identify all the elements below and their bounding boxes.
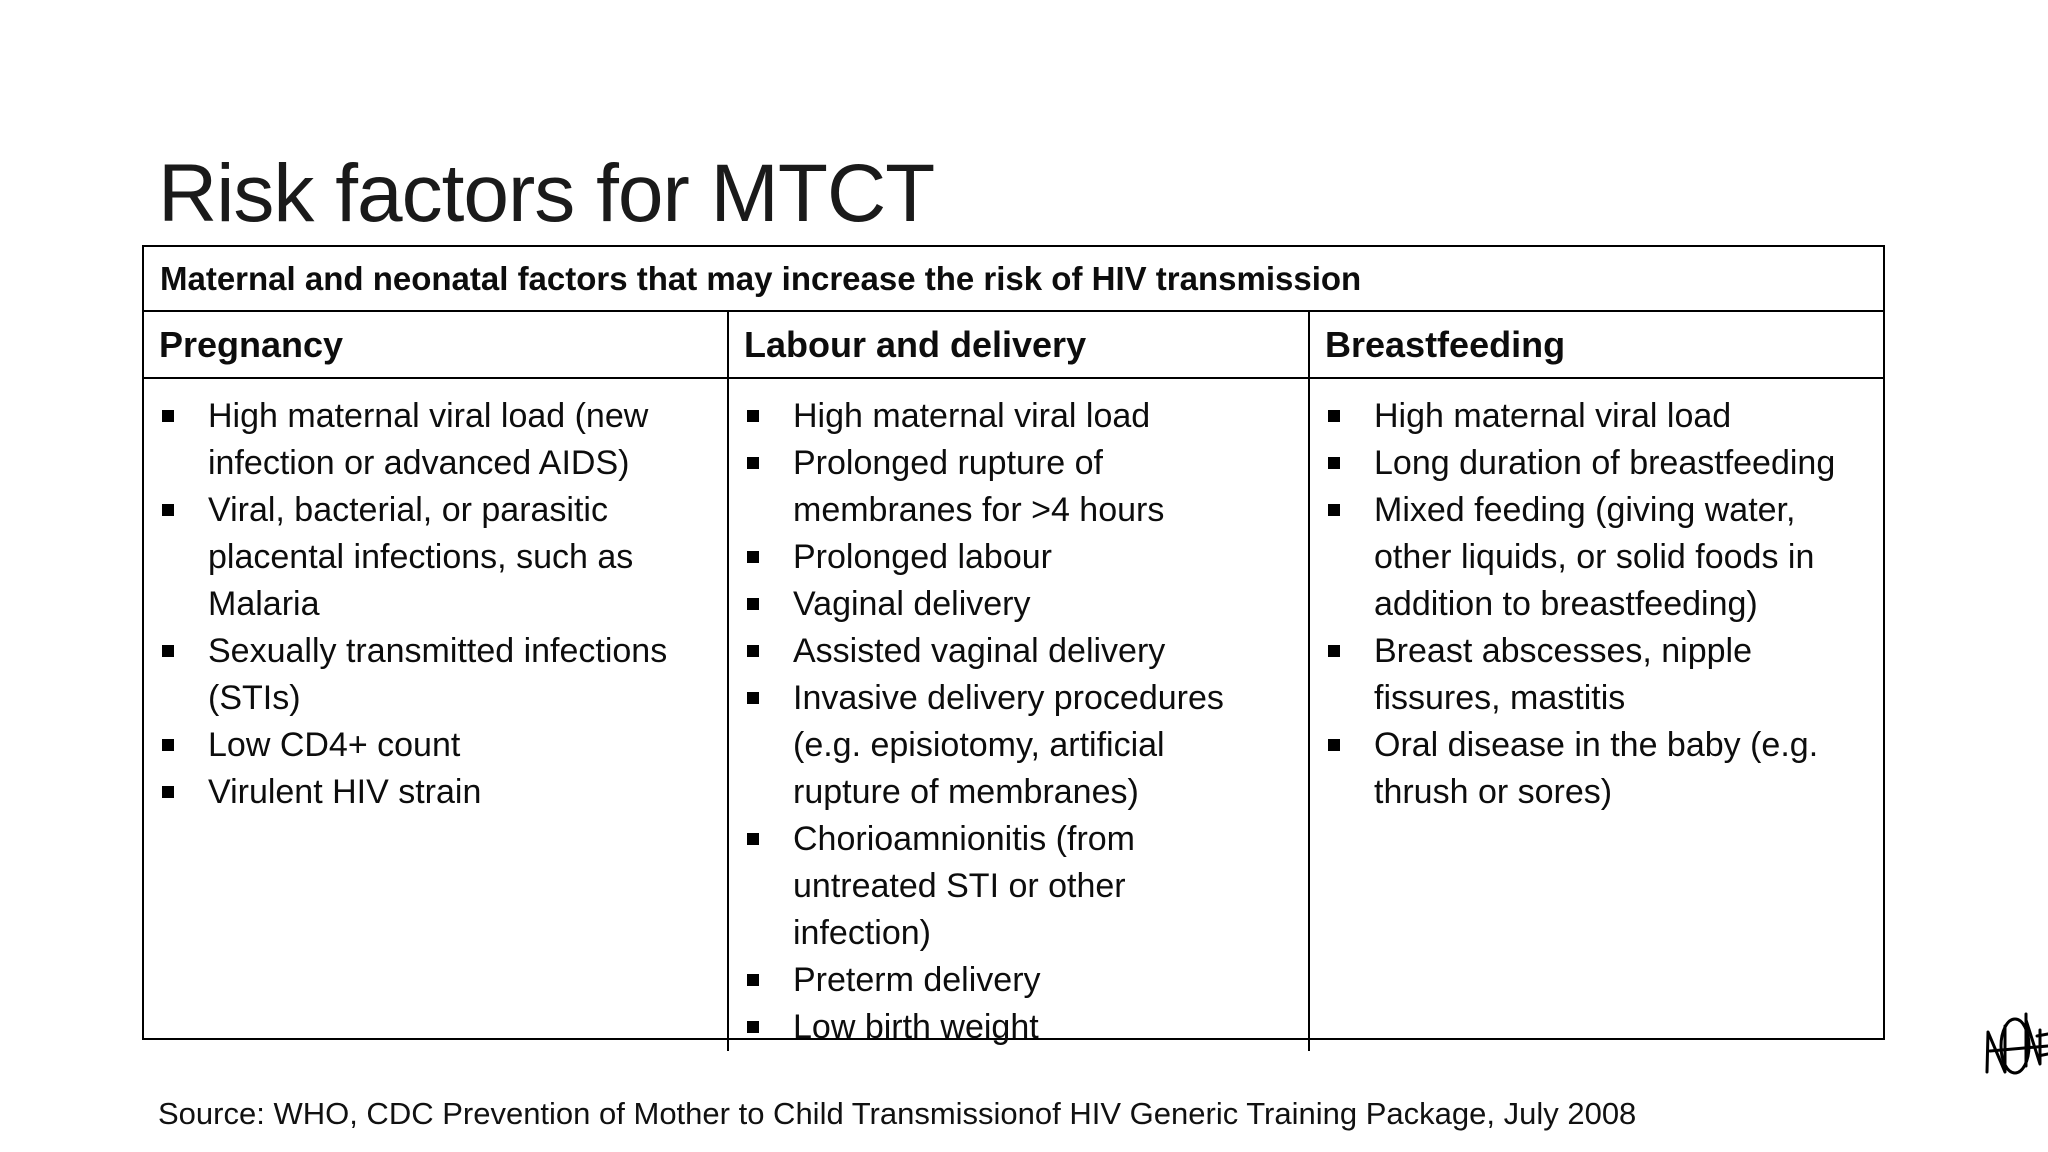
list-item: Breast abscesses, nipple fissures, masti… — [1310, 628, 1875, 722]
labour-and-delivery-cell: High maternal viral load Prolonged ruptur… — [727, 379, 1308, 1051]
breastfeeding-cell: High maternal viral load Long duration of… — [1308, 379, 1883, 1051]
list-item-text: Virulent HIV strain — [208, 773, 482, 811]
square-bullet-icon — [162, 645, 174, 657]
column-header-pregnancy: Pregnancy — [159, 323, 344, 365]
square-bullet-icon — [747, 645, 759, 657]
square-bullet-icon — [162, 739, 174, 751]
list-item: Oral disease in the baby (e.g. thrush or… — [1310, 722, 1875, 816]
list-item: Viral, bacterial, or parasitic placental… — [144, 487, 719, 628]
list-item-text: Invasive delivery procedures (e.g. episi… — [793, 679, 1224, 811]
list-item-text: Low CD4+ count — [208, 726, 461, 764]
pregnancy-bullet-list: High maternal viral load (new infection … — [144, 393, 719, 816]
square-bullet-icon — [747, 833, 759, 845]
list-item-text: Long duration of breastfeeding — [1374, 444, 1836, 482]
list-item: Invasive delivery procedures (e.g. episi… — [729, 675, 1300, 816]
list-item-text: Chorioamnionitis (from untreated STI or … — [793, 820, 1135, 952]
labour-and-delivery-bullet-list: High maternal viral load Prolonged ruptur… — [729, 393, 1300, 1051]
square-bullet-icon — [1328, 739, 1340, 751]
list-item-text: Prolonged labour — [793, 538, 1052, 576]
square-bullet-icon — [747, 692, 759, 704]
square-bullet-icon — [747, 974, 759, 986]
list-item: Chorioamnionitis (from untreated STI or … — [729, 816, 1300, 957]
list-item-text: Prolonged rupture of membranes for >4 ho… — [793, 444, 1165, 529]
list-item: Sexually transmitted infections (STIs) — [144, 628, 719, 722]
square-bullet-icon — [747, 457, 759, 469]
signature-scribble-icon — [1982, 1006, 2048, 1090]
square-bullet-icon — [747, 1021, 759, 1033]
source-text: Source: WHO, CDC Prevention of Mother to… — [158, 1096, 1637, 1131]
square-bullet-icon — [162, 786, 174, 798]
risk-factors-table: Maternal and neonatal factors that may i… — [142, 245, 1885, 1051]
list-item: Prolonged labour — [729, 534, 1300, 581]
list-item-text: High maternal viral load — [1374, 397, 1732, 435]
list-item: High maternal viral load (new infection … — [144, 393, 719, 487]
square-bullet-icon — [1328, 410, 1340, 422]
list-item-text: High maternal viral load (new infection … — [208, 397, 649, 482]
list-item-text: Mixed feeding (giving water, other liqui… — [1374, 491, 1815, 623]
square-bullet-icon — [1328, 457, 1340, 469]
list-item: Vaginal delivery — [729, 581, 1300, 628]
page-title: Risk factors for MTCT — [158, 147, 935, 239]
list-item-text: Breast abscesses, nipple fissures, masti… — [1374, 632, 1752, 717]
square-bullet-icon — [747, 410, 759, 422]
square-bullet-icon — [162, 504, 174, 516]
list-item-text: High maternal viral load — [793, 397, 1151, 435]
list-item-text: Oral disease in the baby (e.g. thrush or… — [1374, 726, 1819, 811]
square-bullet-icon — [747, 598, 759, 610]
list-item: Low birth weight — [729, 1004, 1300, 1051]
square-bullet-icon — [162, 410, 174, 422]
list-item: Low CD4+ count — [144, 722, 719, 769]
square-bullet-icon — [1328, 504, 1340, 516]
list-item: High maternal viral load — [729, 393, 1300, 440]
list-item-text: Preterm delivery — [793, 961, 1041, 999]
column-header-breastfeeding: Breastfeeding — [1308, 312, 1883, 377]
breastfeeding-bullet-list: High maternal viral load Long duration of… — [1310, 393, 1875, 816]
square-bullet-icon — [747, 551, 759, 563]
table-body-row: High maternal viral load (new infection … — [144, 379, 1883, 1051]
list-item-text: Assisted vaginal delivery — [793, 632, 1166, 670]
list-item: Mixed feeding (giving water, other liqui… — [1310, 487, 1875, 628]
square-bullet-icon — [1328, 645, 1340, 657]
list-item: Prolonged rupture of membranes for >4 ho… — [729, 440, 1300, 534]
list-item-text: Sexually transmitted infections (STIs) — [208, 632, 668, 717]
list-item-text: Viral, bacterial, or parasitic placental… — [208, 491, 634, 623]
list-item: Assisted vaginal delivery — [729, 628, 1300, 675]
list-item: Long duration of breastfeeding — [1310, 440, 1875, 487]
list-item-text: Low birth weight — [793, 1008, 1039, 1046]
pregnancy-cell: High maternal viral load (new infection … — [144, 379, 727, 1051]
table-caption: Maternal and neonatal factors that may i… — [144, 247, 1883, 312]
list-item-text: Vaginal delivery — [793, 585, 1031, 623]
list-item: High maternal viral load — [1310, 393, 1875, 440]
list-item: Virulent HIV strain — [144, 769, 719, 816]
table-header-row: Pregnancy Labour and delivery Breastfeed… — [144, 312, 1883, 379]
list-item: Preterm delivery — [729, 957, 1300, 1004]
column-header-labour-and-delivery: Labour and delivery — [727, 312, 1308, 377]
